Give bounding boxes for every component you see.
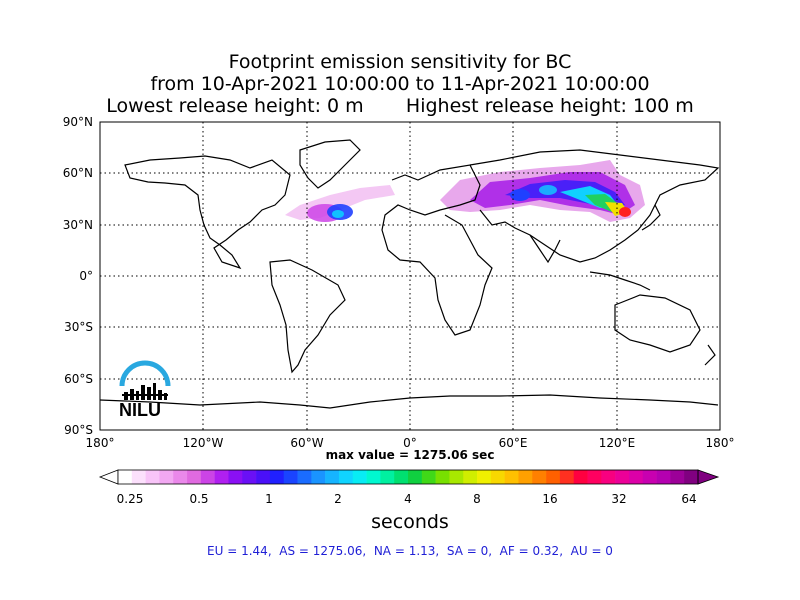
colorbar-swatch bbox=[131, 470, 146, 484]
lat-label-30n: 30°N bbox=[62, 218, 93, 232]
north-america-outline bbox=[124, 155, 291, 270]
colorbar-swatch bbox=[504, 470, 519, 484]
colorbar-tick-label: 0.25 bbox=[116, 492, 144, 506]
colorbar-swatch bbox=[283, 470, 298, 484]
lat-label-0: 0° bbox=[79, 269, 93, 283]
colorbar-tick-label: 32 bbox=[611, 492, 627, 506]
colorbar-swatch bbox=[684, 470, 699, 484]
colorbar-swatch bbox=[228, 470, 243, 484]
colorbar-swatch bbox=[118, 470, 133, 484]
colorbar-swatch bbox=[670, 470, 685, 484]
plume-asia-cyan-2 bbox=[539, 185, 557, 195]
colorbar-swatch bbox=[214, 470, 229, 484]
colorbar-swatch bbox=[463, 470, 478, 484]
colorbar-swatch bbox=[546, 470, 561, 484]
colorbar-swatch bbox=[408, 470, 423, 484]
plume-asia-blue-2 bbox=[510, 189, 530, 201]
colorbar-swatch bbox=[311, 470, 326, 484]
colorbar-swatch bbox=[352, 470, 367, 484]
max-value-label: max value = 1275.06 sec bbox=[325, 448, 495, 462]
lon-label-0: 0° bbox=[403, 436, 417, 450]
colorbar-swatch bbox=[325, 470, 340, 484]
colorbar-max-arrow bbox=[697, 469, 720, 485]
colorbar-swatch bbox=[532, 470, 547, 484]
colorbar-swatch bbox=[394, 470, 409, 484]
nilu-logo-icon bbox=[119, 360, 171, 400]
colorbar bbox=[98, 469, 720, 485]
colorbar-swatch bbox=[628, 470, 644, 484]
colorbar-swatch bbox=[615, 470, 630, 484]
colorbar-swatch bbox=[601, 470, 616, 484]
colorbar-swatch bbox=[573, 470, 588, 484]
colorbar-swatch bbox=[518, 470, 533, 484]
colorbar-tick-label: 0.5 bbox=[189, 492, 209, 506]
colorbar-tick-label: 16 bbox=[542, 492, 558, 506]
colorbar-swatch bbox=[242, 470, 257, 484]
lon-label-120w: 120°W bbox=[182, 436, 224, 450]
colorbar-tick-label: 1 bbox=[265, 492, 273, 506]
colorbar-swatch bbox=[477, 470, 492, 484]
colorbar-swatch bbox=[187, 470, 202, 484]
plume-na-cyan bbox=[332, 210, 344, 218]
colorbar-frame bbox=[117, 469, 699, 485]
colorbar-swatch bbox=[200, 470, 215, 484]
japan-outline bbox=[641, 204, 661, 231]
lat-label-90n: 90°N bbox=[62, 115, 93, 129]
colorbar-swatch bbox=[490, 470, 505, 484]
colorbar-tick-label: 8 bbox=[473, 492, 481, 506]
colorbar-swatch bbox=[256, 470, 271, 484]
lon-label-120e: 120°E bbox=[598, 436, 636, 450]
colorbar-swatch bbox=[421, 470, 436, 484]
lat-label-90s: 90°S bbox=[64, 423, 93, 437]
lat-label-30s: 30°S bbox=[64, 320, 93, 334]
greenland-outline bbox=[299, 139, 361, 189]
colorbar-swatch bbox=[587, 470, 602, 484]
plume-asia-red bbox=[619, 207, 631, 217]
lat-label-60s: 60°S bbox=[64, 372, 93, 386]
colorbar-swatch bbox=[642, 470, 657, 484]
antarctica-outline bbox=[99, 394, 719, 409]
new-zealand-outline bbox=[704, 344, 716, 366]
colorbar-swatch bbox=[269, 470, 285, 484]
australia-outline bbox=[614, 294, 701, 353]
colorbar-swatch bbox=[297, 470, 312, 484]
colorbar-swatch bbox=[380, 470, 395, 484]
indonesia-outline bbox=[589, 271, 651, 291]
lon-label-60w: 60°W bbox=[290, 436, 324, 450]
colorbar-swatch bbox=[338, 470, 354, 484]
gridlines bbox=[100, 122, 720, 430]
colorbar-tick-label: 2 bbox=[334, 492, 342, 506]
title-line-1: Footprint emission sensitivity for BC bbox=[228, 51, 572, 73]
map-frame bbox=[99, 121, 721, 431]
lon-label-60e: 60°E bbox=[498, 436, 528, 450]
region-summary: EU = 1.44, AS = 1275.06, NA = 1.13, SA =… bbox=[207, 544, 613, 558]
nilu-logo-text: NILU bbox=[119, 400, 161, 420]
colorbar-swatch bbox=[159, 470, 174, 484]
south-america-outline bbox=[269, 259, 346, 374]
colorbar-min-arrow bbox=[98, 469, 119, 485]
colorbar-tick-label: 4 bbox=[404, 492, 412, 506]
emission-plume bbox=[285, 160, 645, 222]
india-outline bbox=[529, 234, 561, 264]
title-line-2: from 10-Apr-2021 10:00:00 to 11-Apr-2021… bbox=[150, 73, 650, 95]
asia-outline bbox=[469, 149, 720, 263]
lat-label-60n: 60°N bbox=[62, 166, 93, 180]
lon-label-180w: 180° bbox=[85, 436, 115, 450]
europe-africa-outline bbox=[381, 164, 493, 336]
colorbar-tick-label: 64 bbox=[681, 492, 697, 506]
colorbar-swatch bbox=[435, 470, 450, 484]
lon-label-180e: 180° bbox=[705, 436, 735, 450]
colorbar-swatch bbox=[656, 470, 671, 484]
title-line-3: Lowest release height: 0 m Highest relea… bbox=[106, 95, 694, 117]
colorbar-swatch bbox=[366, 470, 381, 484]
colorbar-title: seconds bbox=[371, 511, 449, 533]
colorbar-swatch bbox=[173, 470, 188, 484]
colorbar-swatch bbox=[449, 470, 464, 484]
colorbar-swatch bbox=[145, 470, 160, 484]
colorbar-swatch bbox=[559, 470, 575, 484]
